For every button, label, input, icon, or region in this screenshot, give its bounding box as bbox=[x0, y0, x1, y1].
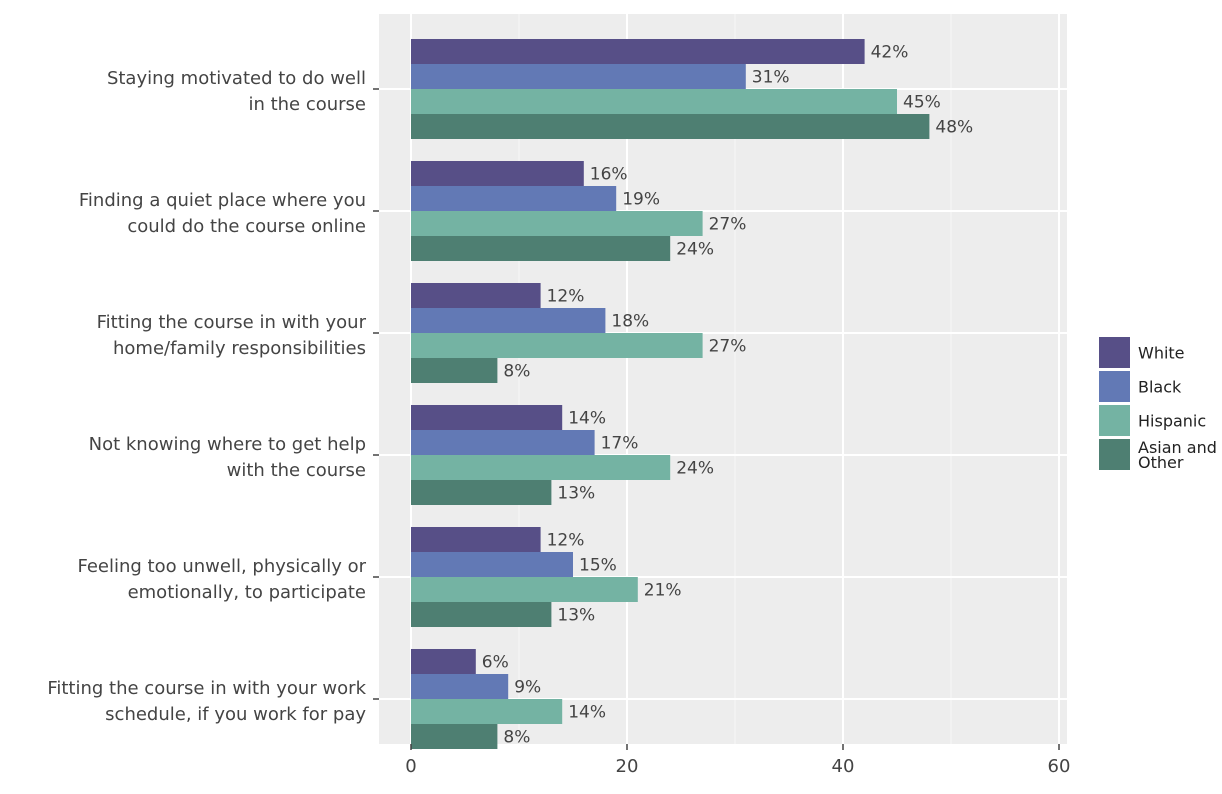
bar bbox=[411, 602, 552, 627]
bar bbox=[411, 211, 703, 236]
x-tick-label: 40 bbox=[832, 756, 855, 777]
bar bbox=[411, 283, 541, 308]
category-label: Fitting the course in with your home/fami… bbox=[97, 312, 367, 359]
data-label: 17% bbox=[601, 434, 639, 454]
bar bbox=[411, 552, 573, 577]
bar bbox=[411, 577, 638, 602]
data-label: 27% bbox=[709, 337, 747, 357]
data-label: 8% bbox=[503, 728, 530, 748]
bar bbox=[411, 430, 595, 455]
bar bbox=[411, 674, 509, 699]
data-label: 8% bbox=[503, 362, 530, 382]
bar bbox=[411, 89, 897, 114]
bar bbox=[411, 186, 617, 211]
legend-key bbox=[1099, 337, 1130, 368]
data-label: 9% bbox=[514, 678, 541, 698]
data-label: 12% bbox=[547, 287, 585, 307]
data-label: 6% bbox=[482, 653, 509, 673]
category-label: Fitting the course in with your work sche… bbox=[47, 678, 366, 725]
category-label: Not knowing where to get help with the co… bbox=[89, 434, 366, 481]
bar bbox=[411, 358, 498, 383]
data-label: 24% bbox=[676, 459, 714, 479]
x-tick-label: 60 bbox=[1048, 756, 1071, 777]
data-label: 21% bbox=[644, 581, 682, 601]
data-label: 42% bbox=[871, 43, 909, 63]
data-label: 48% bbox=[935, 118, 973, 138]
data-label: 13% bbox=[557, 484, 595, 504]
data-label: 15% bbox=[579, 556, 617, 576]
bar bbox=[411, 236, 671, 261]
bar bbox=[411, 649, 476, 674]
data-label: 18% bbox=[611, 312, 649, 332]
bar bbox=[411, 161, 584, 186]
bar bbox=[411, 455, 671, 480]
bar bbox=[411, 480, 552, 505]
bar bbox=[411, 405, 563, 430]
category-label: Feeling too unwell, physically or emotion… bbox=[77, 556, 366, 603]
legend-label: Hispanic bbox=[1138, 412, 1206, 431]
legend-key bbox=[1099, 405, 1130, 436]
data-label: 31% bbox=[752, 68, 790, 88]
data-label: 12% bbox=[547, 531, 585, 551]
x-tick-label: 20 bbox=[616, 756, 639, 777]
data-label: 13% bbox=[557, 606, 595, 626]
data-label: 27% bbox=[709, 215, 747, 235]
legend-label: Black bbox=[1138, 378, 1182, 397]
bar bbox=[411, 699, 563, 724]
bar bbox=[411, 64, 746, 89]
bar bbox=[411, 308, 606, 333]
data-label: 24% bbox=[676, 240, 714, 260]
bar bbox=[411, 114, 930, 139]
legend-key bbox=[1099, 371, 1130, 402]
legend-key bbox=[1099, 439, 1130, 470]
bar bbox=[411, 333, 703, 358]
data-label: 19% bbox=[622, 190, 660, 210]
bar bbox=[411, 527, 541, 552]
legend-label: Asian and Other bbox=[1138, 438, 1217, 472]
legend-label: White bbox=[1138, 344, 1185, 363]
data-label: 14% bbox=[568, 703, 606, 723]
data-label: 45% bbox=[903, 93, 941, 113]
bar bbox=[411, 724, 498, 749]
data-label: 14% bbox=[568, 409, 606, 429]
bar bbox=[411, 39, 865, 64]
category-label: Staying motivated to do well in the cours… bbox=[107, 68, 366, 115]
x-tick-label: 0 bbox=[405, 756, 416, 777]
data-label: 16% bbox=[590, 165, 628, 185]
category-label: Finding a quiet place where you could do … bbox=[79, 190, 366, 237]
